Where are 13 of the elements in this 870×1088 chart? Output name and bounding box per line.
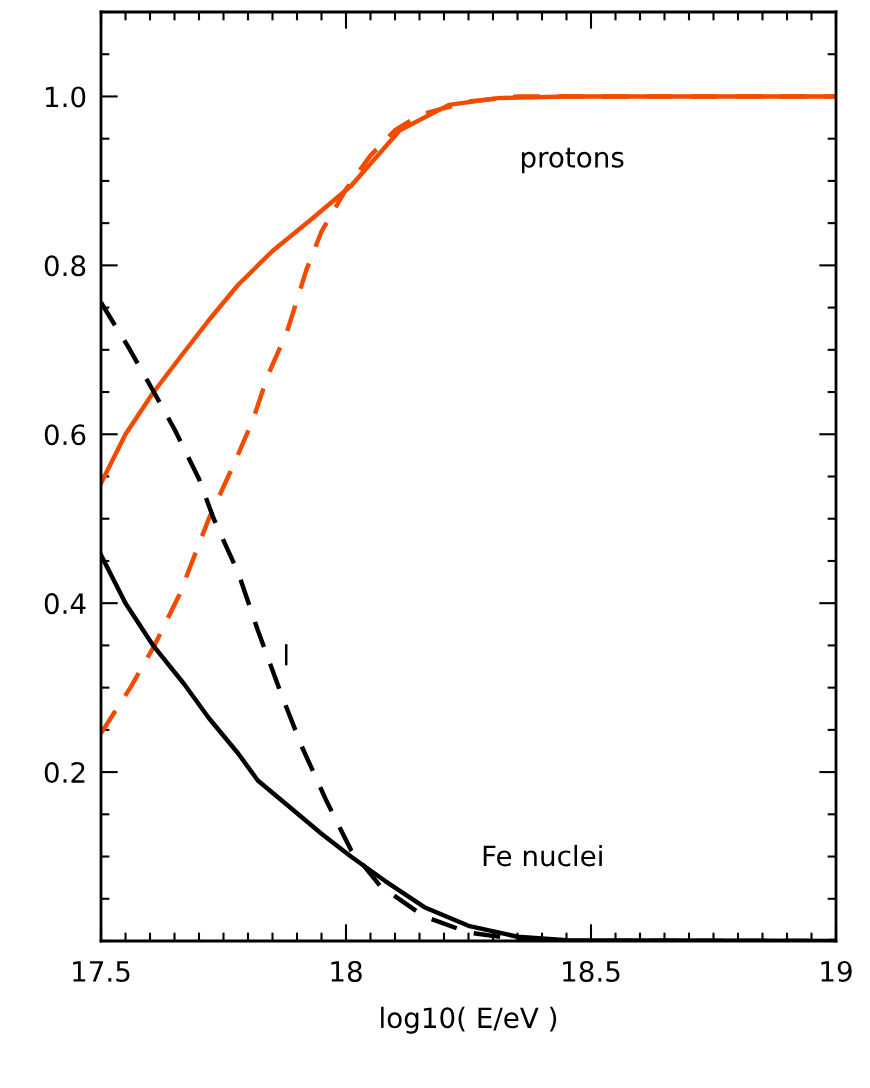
x-tick-label: 18 bbox=[331, 960, 362, 982]
y-tick-label: 1.0 bbox=[45, 86, 86, 108]
y-tick-label: 0.2 bbox=[44, 762, 85, 784]
x-tick-label: 17.5 bbox=[73, 961, 130, 982]
x-axis-title: log10( E/eV ) bbox=[381, 1006, 557, 1034]
annotation: l bbox=[284, 644, 288, 666]
y-tick-label: 0.4 bbox=[44, 593, 86, 615]
annotation: protons bbox=[521, 147, 624, 174]
x-tick-label: 19 bbox=[821, 960, 852, 982]
y-tick-label: 0.6 bbox=[44, 424, 86, 446]
y-tick-label: 0.8 bbox=[44, 255, 86, 277]
annotation: Fe nuclei bbox=[483, 844, 602, 867]
x-tick-label: 18.5 bbox=[563, 960, 620, 982]
